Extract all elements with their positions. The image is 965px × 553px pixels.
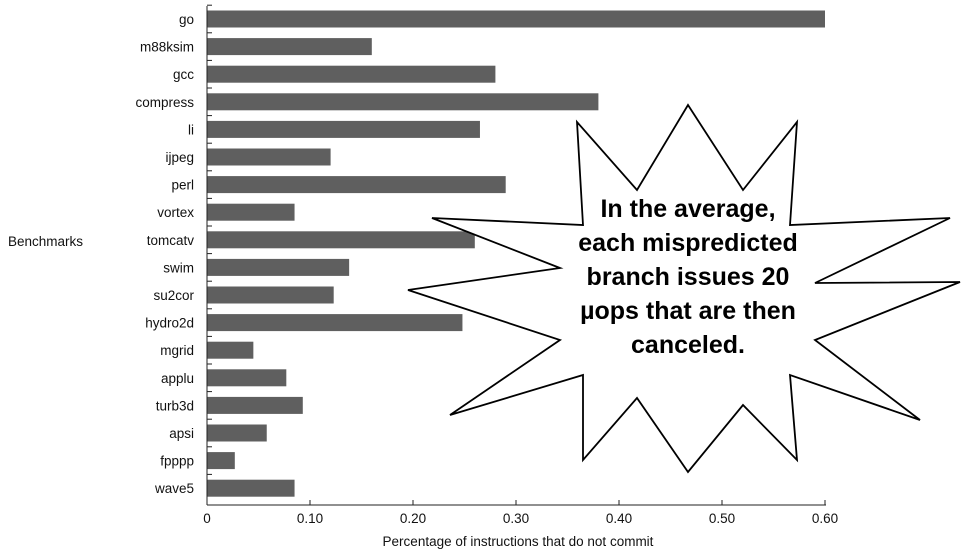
category-label-gcc: gcc — [173, 67, 194, 82]
callout-line-1: In the average, — [600, 195, 775, 223]
category-labels: go m88ksim gcc compress li ijpeg perl vortex tom… — [135, 12, 194, 496]
category-label-m88ksim: m88ksim — [140, 40, 194, 55]
callout-line-3: branch issues 20 — [587, 263, 790, 291]
bar-su2cor — [207, 286, 334, 304]
category-label-tomcatv: tomcatv — [147, 233, 195, 248]
callout-line-2: each mispredicted — [578, 229, 798, 257]
category-label-apsi: apsi — [169, 426, 194, 441]
y-axis-ticks — [207, 4, 212, 475]
bar-vortex — [207, 203, 295, 221]
bar-wave5 — [207, 479, 295, 497]
x-axis-title: Percentage of instructions that do not c… — [383, 534, 654, 549]
category-label-ijpeg: ijpeg — [165, 150, 194, 165]
bar-li — [207, 120, 480, 138]
category-label-mgrid: mgrid — [160, 343, 194, 358]
category-label-hydro2d: hydro2d — [145, 316, 194, 331]
category-label-perl: perl — [171, 178, 194, 193]
category-label-go: go — [179, 12, 194, 27]
bar-perl — [207, 176, 506, 194]
bar-tomcatv — [207, 231, 475, 249]
bar-ijpeg — [207, 148, 331, 166]
bar-mgrid — [207, 341, 254, 359]
x-tick-label: 0.10 — [297, 511, 323, 526]
bar-compress — [207, 93, 599, 111]
bar-go — [207, 10, 825, 28]
bar-swim — [207, 258, 350, 276]
x-tick-label: 0.40 — [606, 511, 632, 526]
category-label-turb3d: turb3d — [156, 398, 194, 413]
callout-line-5: canceled. — [631, 331, 745, 359]
category-label-compress: compress — [135, 95, 194, 110]
x-tick-label: 0.60 — [812, 511, 838, 526]
bar-applu — [207, 369, 287, 387]
y-axis-title: Benchmarks — [8, 234, 83, 249]
bar-turb3d — [207, 396, 303, 414]
category-label-vortex: vortex — [157, 205, 194, 220]
category-label-fpppp: fpppp — [160, 454, 194, 469]
starburst-shape — [407, 103, 961, 474]
x-tick-label: 0.30 — [503, 511, 529, 526]
bar-m88ksim — [207, 38, 372, 56]
category-label-li: li — [188, 122, 194, 137]
callout-line-4: µops that are then — [580, 297, 796, 325]
category-label-applu: applu — [161, 371, 194, 386]
bars-group — [207, 10, 825, 497]
category-label-swim: swim — [163, 260, 194, 275]
bar-fpppp — [207, 452, 235, 470]
category-label-wave5: wave5 — [154, 481, 194, 496]
bar-apsi — [207, 424, 267, 442]
x-tick-label: 0 — [203, 511, 211, 526]
bar-hydro2d — [207, 314, 463, 332]
x-axis-ticks: 0 0.10 0.20 0.30 0.40 0.50 0.60 — [203, 500, 838, 526]
x-tick-label: 0.50 — [709, 511, 735, 526]
bar-gcc — [207, 65, 496, 83]
x-tick-label: 0.20 — [400, 511, 426, 526]
callout-starburst: In the average, each mispredicted branch… — [407, 103, 961, 474]
category-label-su2cor: su2cor — [153, 288, 194, 303]
